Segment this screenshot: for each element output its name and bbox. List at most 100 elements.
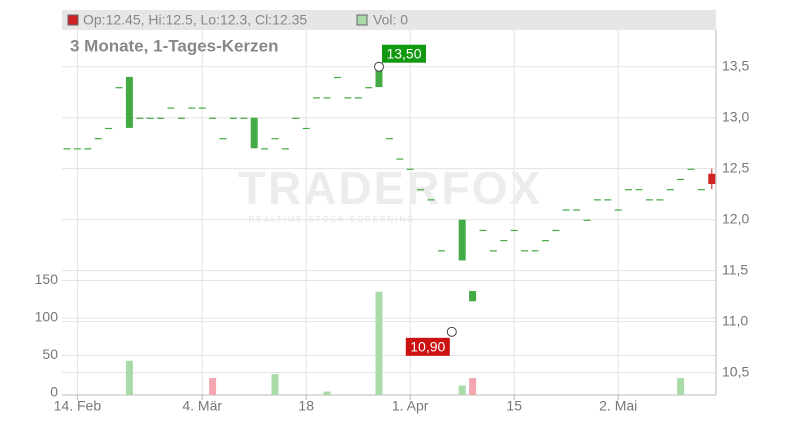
candle-body bbox=[635, 189, 643, 191]
volume-bar bbox=[323, 391, 331, 395]
candle-body bbox=[437, 250, 445, 252]
candle-body bbox=[396, 158, 404, 160]
watermark: TRADERFOX bbox=[238, 162, 542, 214]
candle-body bbox=[562, 209, 570, 211]
y-tick-label: 12,5 bbox=[722, 159, 749, 175]
candle-body bbox=[656, 199, 664, 201]
candle-body bbox=[427, 199, 435, 201]
x-tick-label: 1. Apr bbox=[392, 398, 429, 414]
candle-body bbox=[417, 189, 425, 191]
annotation-box bbox=[382, 44, 426, 63]
candle-body bbox=[302, 127, 310, 130]
subtitle: 3 Monate, 1-Tages-Kerzen bbox=[70, 36, 278, 55]
candle-body bbox=[375, 66, 383, 88]
candle-body bbox=[240, 117, 248, 119]
candle-body bbox=[313, 97, 321, 99]
candle-body bbox=[521, 250, 529, 252]
candle-body bbox=[573, 209, 581, 211]
x-tick-label: 2. Mai bbox=[599, 398, 637, 414]
candle-body bbox=[209, 117, 217, 119]
y-tick-label: 13,0 bbox=[722, 108, 749, 124]
candle-body bbox=[198, 107, 206, 109]
volume-bar bbox=[469, 378, 477, 395]
candle-body bbox=[115, 87, 123, 89]
candle-body bbox=[84, 148, 92, 150]
candle-body bbox=[354, 97, 362, 99]
volume-bar bbox=[209, 378, 217, 395]
legend-volume-swatch bbox=[356, 14, 368, 26]
annotation-label: 10,90 bbox=[410, 339, 445, 355]
legend-ohlc: Op:12.45, Hi:12.5, Lo:12.3, Cl:12.35 bbox=[83, 12, 307, 28]
candle-body bbox=[489, 250, 497, 252]
candle-body bbox=[531, 250, 539, 252]
candle-body bbox=[625, 189, 633, 191]
candle-body bbox=[167, 107, 175, 109]
x-tick-label: 18 bbox=[298, 398, 314, 414]
candle-body bbox=[229, 117, 237, 119]
candle-body bbox=[708, 173, 716, 184]
candle-body bbox=[250, 117, 258, 149]
candle-body bbox=[261, 148, 269, 150]
y-tick-label: 13,5 bbox=[722, 57, 749, 73]
candle-body bbox=[281, 148, 289, 150]
candle-body bbox=[125, 76, 133, 128]
candle-body bbox=[406, 168, 414, 170]
candle-body bbox=[73, 148, 81, 150]
candle-body bbox=[105, 127, 113, 130]
candle-body bbox=[219, 138, 227, 140]
candle-body bbox=[500, 240, 508, 242]
y2-tick-label: 150 bbox=[35, 271, 59, 287]
candle-body bbox=[292, 117, 300, 119]
candle-body bbox=[177, 117, 185, 119]
candle-body bbox=[552, 229, 560, 232]
y-tick-label: 10,5 bbox=[722, 363, 749, 379]
candle-body bbox=[136, 117, 144, 119]
annotation-box bbox=[405, 337, 450, 356]
legend-volume: Vol: 0 bbox=[373, 12, 408, 28]
y2-tick-label: 0 bbox=[50, 384, 58, 400]
candle-body bbox=[604, 199, 612, 201]
candle-body bbox=[188, 107, 196, 109]
volume-bar bbox=[375, 291, 383, 395]
legend-bar bbox=[62, 10, 716, 30]
y-tick-label: 11,5 bbox=[722, 261, 748, 277]
candle-body bbox=[687, 168, 695, 170]
candle-body bbox=[614, 209, 622, 211]
candle-body bbox=[344, 97, 352, 99]
volume-bar bbox=[271, 374, 279, 395]
candle-body bbox=[583, 219, 591, 221]
candle-body bbox=[323, 97, 331, 99]
volume-bar bbox=[125, 360, 133, 395]
candle-body bbox=[458, 219, 466, 261]
candle-body bbox=[469, 291, 477, 302]
candle-body bbox=[94, 138, 102, 140]
candle-body bbox=[677, 178, 685, 181]
candle-body bbox=[666, 189, 674, 191]
extreme-marker bbox=[374, 61, 384, 72]
volume-bar bbox=[677, 378, 685, 395]
y2-tick-label: 100 bbox=[35, 309, 59, 325]
candle-body bbox=[271, 138, 279, 140]
candle-body bbox=[510, 229, 518, 232]
candle-body bbox=[593, 199, 601, 201]
candle-body bbox=[146, 117, 154, 119]
candle-body bbox=[365, 87, 373, 89]
x-tick-label: 4. Mär bbox=[182, 398, 222, 414]
x-tick-label: 14. Feb bbox=[54, 398, 102, 414]
y-tick-label: 11,0 bbox=[722, 312, 748, 328]
candle-body bbox=[157, 117, 165, 119]
annotation-label: 13,50 bbox=[386, 45, 421, 61]
volume-bar bbox=[458, 385, 466, 395]
x-tick-label: 15 bbox=[506, 398, 522, 414]
y2-tick-label: 50 bbox=[42, 346, 58, 362]
candle-body bbox=[541, 240, 549, 242]
candle-body bbox=[479, 229, 487, 232]
candle-body bbox=[645, 199, 653, 201]
y-tick-label: 12,0 bbox=[722, 210, 749, 226]
watermark-sub: REALTIME STOCK SCREENING bbox=[249, 215, 416, 224]
candle-body bbox=[63, 148, 71, 150]
extreme-marker bbox=[446, 326, 457, 337]
legend-ohlc-swatch bbox=[67, 14, 79, 26]
candle-body bbox=[697, 189, 705, 191]
